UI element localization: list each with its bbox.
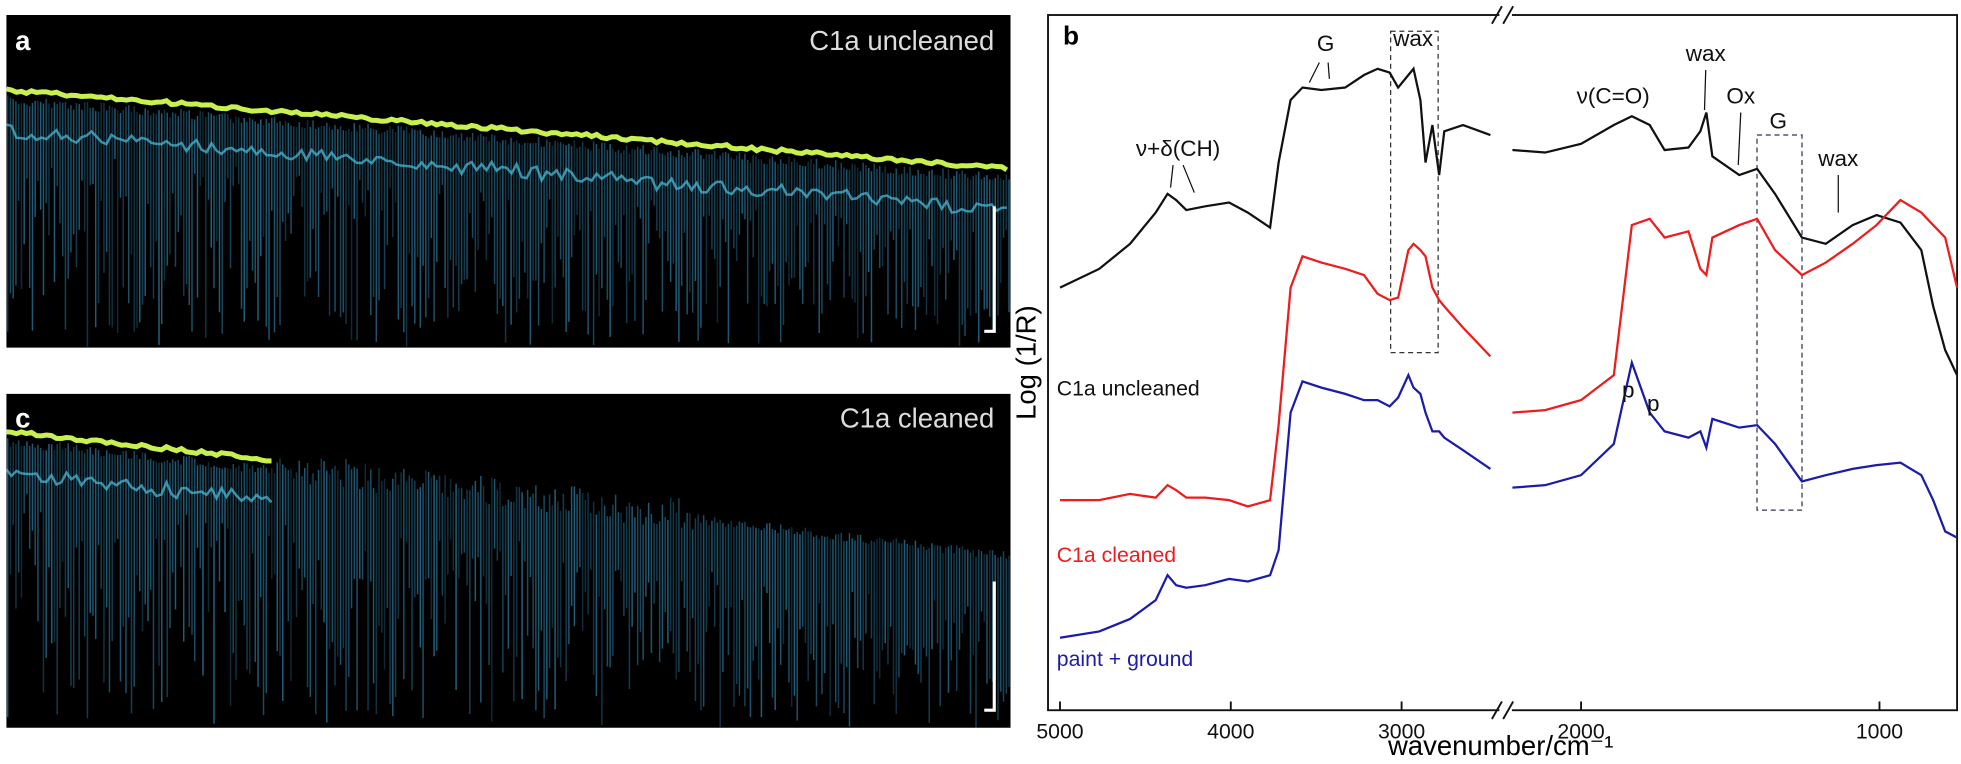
oct-texture-c (5, 429, 1010, 728)
annotation: G (1770, 108, 1788, 133)
annotation: Ox (1726, 83, 1756, 108)
annotation-leader (1169, 164, 1174, 188)
x-axis-label: wavenumber/cm⁻¹ (1387, 730, 1613, 761)
annotation: G (1317, 31, 1335, 56)
panel-title: C1a uncleaned (809, 25, 994, 56)
oct-texture-a (5, 86, 1010, 347)
series-label: C1a cleaned (1057, 543, 1176, 567)
x-tick-label: 2000 (1557, 719, 1604, 743)
panel-title: C1a cleaned (840, 402, 994, 433)
panel-label: c (15, 402, 30, 433)
y-axis-label: Log (1/R) (1010, 305, 1041, 420)
annotation: ν(C=O) (1577, 83, 1650, 108)
annotation: wax (1817, 146, 1859, 171)
oct-layer (5, 468, 273, 504)
annotation-leader (1737, 112, 1742, 166)
annotation: p (1622, 377, 1635, 402)
x-tick-label: 4000 (1207, 719, 1254, 743)
annotation: p (1647, 391, 1660, 416)
annotation: wax (1392, 26, 1434, 51)
annotation: ν+δ(CH) (1136, 136, 1220, 161)
panel-label: a (15, 25, 31, 56)
series-label: paint + ground (1057, 647, 1193, 671)
annotation-leader (1182, 164, 1195, 193)
spectrum-line (1059, 358, 1958, 639)
scale-bar (984, 206, 996, 712)
x-tick-label: 5000 (1036, 719, 1083, 743)
highlight-box (1756, 134, 1803, 511)
oct-layer (6, 123, 1007, 215)
axis-break (1499, 6, 1512, 719)
spectrum-line (1059, 66, 1959, 376)
annotation: wax (1685, 41, 1727, 66)
annotation-leader (1308, 62, 1320, 83)
panel-label: b (1063, 20, 1079, 50)
break-mark (1491, 5, 1514, 720)
annotation-leader (1327, 62, 1330, 79)
x-tick-label: 1000 (1856, 719, 1903, 743)
oct-surface (6, 429, 272, 464)
annotation-leader (1703, 70, 1707, 111)
oct-surface (5, 86, 1009, 172)
oct-image-a (6, 15, 1011, 348)
spectrum-line (1060, 198, 1959, 508)
series-label: C1a uncleaned (1057, 377, 1200, 401)
highlight-box (1390, 30, 1439, 354)
x-tick-label: 3000 (1378, 719, 1425, 743)
